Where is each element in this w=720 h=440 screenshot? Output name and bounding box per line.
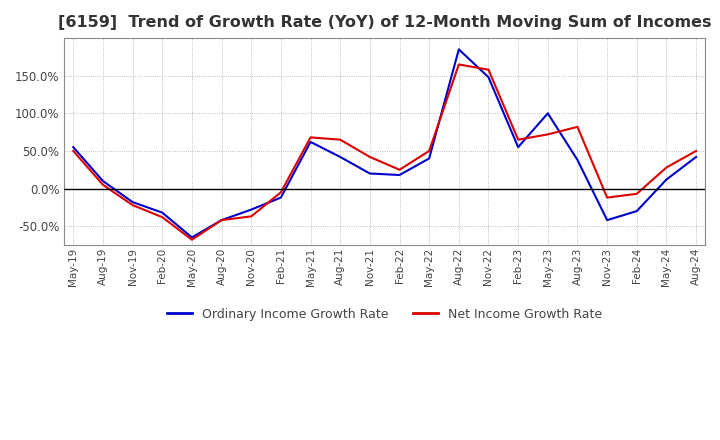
Legend: Ordinary Income Growth Rate, Net Income Growth Rate: Ordinary Income Growth Rate, Net Income … — [162, 303, 608, 326]
Title: [6159]  Trend of Growth Rate (YoY) of 12-Month Moving Sum of Incomes: [6159] Trend of Growth Rate (YoY) of 12-… — [58, 15, 711, 30]
